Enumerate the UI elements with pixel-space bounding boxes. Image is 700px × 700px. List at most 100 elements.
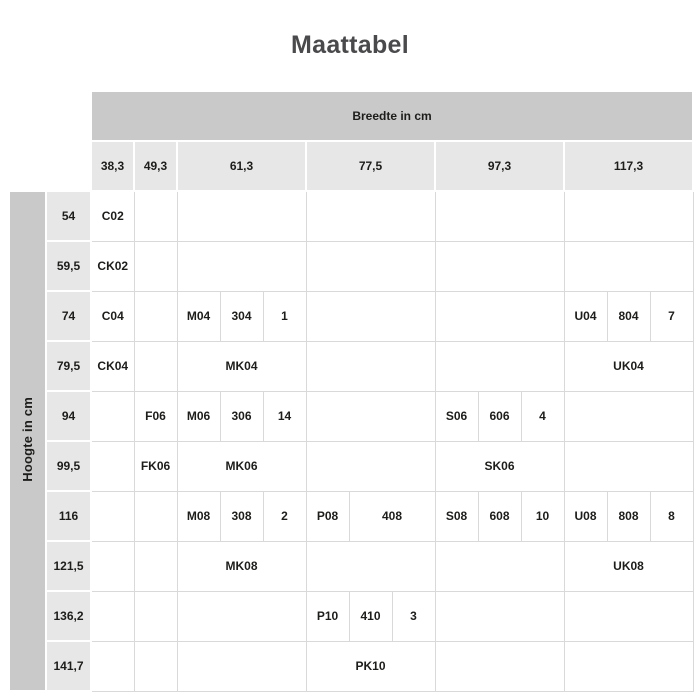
empty-cell: [305, 240, 436, 292]
empty-cell: [563, 640, 694, 692]
empty-cell: [90, 490, 135, 542]
row-height-label: 79,5: [45, 340, 92, 392]
empty-cell: [133, 640, 178, 692]
size-code-cell: F06: [133, 390, 178, 442]
column-width-header: 117,3: [563, 140, 694, 192]
size-code-cell: M04: [176, 290, 221, 342]
empty-cell: [305, 190, 436, 242]
empty-cell: [90, 640, 135, 692]
row-height-label: 74: [45, 290, 92, 342]
size-code-cell: 1: [262, 290, 307, 342]
column-width-header: 77,5: [305, 140, 436, 192]
empty-cell: [434, 640, 565, 692]
size-code-cell: CK02: [90, 240, 135, 292]
empty-cell: [563, 190, 694, 242]
table-row: Hoogte in cm 54 C02: [8, 190, 694, 692]
empty-cell: [305, 540, 436, 592]
size-code-cell: MK04: [176, 340, 307, 392]
row-height-label: 121,5: [45, 540, 92, 592]
corner-spacer: [9, 141, 91, 191]
size-code-cell: FK06: [133, 440, 178, 492]
size-code-cell: CK04: [90, 340, 135, 392]
empty-cell: [133, 590, 178, 642]
size-code-cell: M06: [176, 390, 221, 442]
size-code-cell: M08: [176, 490, 221, 542]
table-row: 79,5 CK04 MK04 UK04: [9, 340, 694, 392]
table-row: 59,5 CK02: [9, 240, 694, 292]
empty-cell: [563, 590, 694, 642]
row-height-label: 136,2: [45, 590, 92, 642]
row-height-label: 141,7: [45, 640, 92, 692]
size-code-cell: PK10: [305, 640, 436, 692]
empty-cell: [305, 290, 436, 342]
empty-cell: [176, 590, 307, 642]
size-code-cell: 606: [477, 390, 522, 442]
table-row-breedte-band: Breedte in cm: [9, 90, 694, 142]
size-table: Breedte in cm 38,3 49,3 61,3 77,5 97,3 1…: [8, 90, 694, 692]
corner-spacer: [9, 91, 91, 141]
size-code-cell: 408: [348, 490, 436, 542]
empty-cell: [133, 190, 178, 242]
empty-cell: [434, 540, 565, 592]
row-height-label: 99,5: [45, 440, 92, 492]
empty-cell: [434, 290, 565, 342]
size-code-cell: S08: [434, 490, 479, 542]
table-row: 116 M08 308 2 P08 408 S08 608 10 U08 808…: [9, 490, 694, 542]
size-code-cell: UK08: [563, 540, 694, 592]
empty-cell: [90, 390, 135, 442]
empty-cell: [563, 240, 694, 292]
empty-cell: [133, 240, 178, 292]
size-code-cell: 3: [391, 590, 436, 642]
size-code-cell: 7: [649, 290, 694, 342]
empty-cell: [305, 390, 436, 442]
size-code-cell: 608: [477, 490, 522, 542]
empty-cell: [90, 540, 135, 592]
table-row: 141,7 PK10: [9, 640, 694, 692]
size-code-cell: C02: [90, 190, 135, 242]
size-code-cell: U04: [563, 290, 608, 342]
page-title: Maattabel: [290, 31, 409, 59]
row-height-label: 59,5: [45, 240, 92, 292]
row-height-label: 94: [45, 390, 92, 442]
empty-cell: [305, 340, 436, 392]
size-code-cell: U08: [563, 490, 608, 542]
empty-cell: [90, 440, 135, 492]
size-code-cell: 804: [606, 290, 651, 342]
row-height-label: 54: [45, 190, 92, 242]
empty-cell: [133, 490, 178, 542]
column-axis-header: Breedte in cm: [90, 90, 694, 142]
empty-cell: [434, 240, 565, 292]
empty-cell: [176, 190, 307, 242]
size-code-cell: 306: [219, 390, 264, 442]
empty-cell: [305, 440, 436, 492]
size-code-cell: S06: [434, 390, 479, 442]
empty-cell: [133, 290, 178, 342]
table-row: 94 F06 M06 306 14 S06 606 4: [9, 390, 694, 442]
table-row: 74 C04 M04 304 1 U04 804 7: [9, 290, 694, 342]
table-row-width-headers: 38,3 49,3 61,3 77,5 97,3 117,3: [9, 140, 694, 192]
column-width-header: 97,3: [434, 140, 565, 192]
table-row: 99,5 FK06 MK06 SK06: [9, 440, 694, 492]
size-code-cell: P10: [305, 590, 350, 642]
empty-cell: [434, 590, 565, 642]
size-code-cell: 304: [219, 290, 264, 342]
column-width-header: 38,3: [90, 140, 135, 192]
empty-cell: [434, 340, 565, 392]
size-code-cell: 2: [262, 490, 307, 542]
size-code-cell: 410: [348, 590, 393, 642]
empty-cell: [434, 190, 565, 242]
column-width-header: 49,3: [133, 140, 178, 192]
size-code-cell: 308: [219, 490, 264, 542]
size-code-cell: SK06: [434, 440, 565, 492]
table-row: 136,2 P10 410 3: [9, 590, 694, 642]
size-code-cell: P08: [305, 490, 350, 542]
size-code-cell: 808: [606, 490, 651, 542]
empty-cell: [563, 390, 694, 442]
size-code-cell: 10: [520, 490, 565, 542]
empty-cell: [176, 240, 307, 292]
empty-cell: [90, 590, 135, 642]
size-code-cell: 4: [520, 390, 565, 442]
empty-cell: [563, 440, 694, 492]
empty-cell: [176, 640, 307, 692]
size-code-cell: 8: [649, 490, 694, 542]
